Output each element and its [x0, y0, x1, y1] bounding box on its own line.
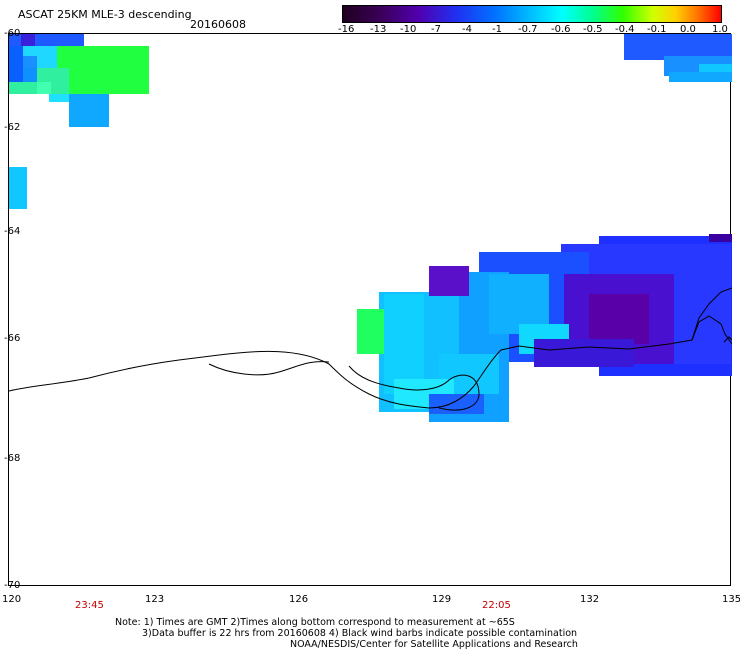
product-date: 20160608 — [190, 18, 246, 31]
coastline — [691, 315, 732, 345]
colorbar-label: -10 — [400, 24, 417, 35]
colorbar-labels: -16 -13 -10 -7 -4 -1 -0.7 -0.6 -0.5 -0.4… — [330, 24, 735, 38]
longitude-label: 123 — [145, 594, 165, 605]
pass-time-label: 23:45 — [75, 600, 104, 611]
wind-field-map — [9, 34, 732, 422]
colorbar-label: -13 — [370, 24, 387, 35]
data-patch-northeast — [624, 34, 732, 82]
note-line: 3)Data buffer is 22 hrs from 20160608 4)… — [142, 628, 578, 639]
colorbar-label: -0.4 — [615, 24, 635, 35]
colorbar-label: -0.1 — [647, 24, 667, 35]
colorbar-label: -0.6 — [551, 24, 571, 35]
latitude-label: -60 — [4, 28, 21, 39]
latitude-label: -70 — [4, 580, 21, 591]
colorbar-gradient — [343, 6, 721, 22]
colorbar-label: -4 — [462, 24, 472, 35]
colorbar-label: -0.7 — [518, 24, 538, 35]
latitude-label: -62 — [4, 122, 21, 133]
map-frame — [8, 33, 732, 586]
credit-line: NOAA/NESDIS/Center for Satellite Applica… — [290, 639, 578, 650]
longitude-label: 135 — [722, 594, 740, 605]
latitude-label: -68 — [4, 453, 21, 464]
colorbar-label: -0.5 — [583, 24, 603, 35]
colorbar-label: -1 — [492, 24, 502, 35]
coastline — [208, 361, 330, 376]
longitude-label: 126 — [289, 594, 309, 605]
colorbar — [342, 5, 722, 23]
longitude-label: 132 — [580, 594, 600, 605]
latitude-label: -66 — [4, 333, 21, 344]
coastline — [348, 365, 480, 411]
latitude-label: -64 — [4, 226, 21, 237]
product-title: ASCAT 25KM MLE-3 descending — [18, 8, 192, 21]
data-patch-northwest — [9, 34, 149, 127]
coastline — [9, 287, 732, 409]
data-patch-main-swath — [357, 234, 732, 422]
longitude-label: 120 — [2, 594, 22, 605]
coastline — [723, 336, 732, 343]
data-patch-left-strip — [9, 167, 27, 209]
pass-time-label: 22:05 — [482, 600, 511, 611]
colorbar-label: 1.0 — [712, 24, 728, 35]
colorbar-label: -16 — [338, 24, 355, 35]
colorbar-label: 0.0 — [680, 24, 696, 35]
note-line: Note: 1) Times are GMT 2)Times along bot… — [115, 617, 515, 628]
colorbar-label: -7 — [431, 24, 441, 35]
longitude-label: 129 — [432, 594, 452, 605]
